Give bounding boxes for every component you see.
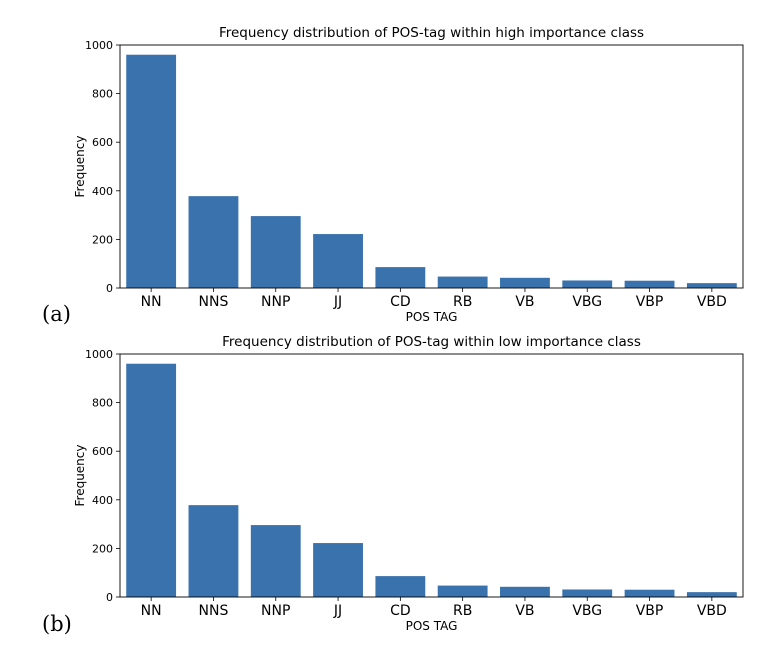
x-tick-label-vb: VB xyxy=(515,603,534,619)
x-axis-label: POS TAG xyxy=(406,310,458,324)
y-tick-label: 0 xyxy=(106,591,113,604)
x-tick-label-jj: JJ xyxy=(333,603,342,619)
bar-vbp xyxy=(624,280,675,288)
bar-nn xyxy=(126,363,177,597)
x-tick-label-rb: RB xyxy=(453,603,472,619)
x-tick-label-cd: CD xyxy=(390,603,411,619)
bar-jj xyxy=(313,543,363,597)
bar-vb xyxy=(500,586,550,597)
y-tick-label: 200 xyxy=(92,542,113,555)
x-tick-label-vbg: VBG xyxy=(572,294,602,310)
y-tick-label: 400 xyxy=(92,494,113,507)
x-tick-label-nnp: NNP xyxy=(261,603,290,619)
bar-rb xyxy=(437,585,488,597)
x-tick-label-nns: NNS xyxy=(199,294,229,310)
y-tick-label: 400 xyxy=(92,185,113,198)
bar-vb xyxy=(500,277,550,288)
x-tick-label-nns: NNS xyxy=(199,603,229,619)
chart-title: Frequency distribution of POS-tag within… xyxy=(222,334,641,350)
bar-vbg xyxy=(562,280,613,288)
x-tick-label-nnp: NNP xyxy=(261,294,290,310)
x-tick-label-vb: VB xyxy=(515,294,534,310)
bar-vbd xyxy=(686,283,737,288)
x-tick-label-nn: NN xyxy=(141,603,162,619)
x-tick-label-vbd: VBD xyxy=(697,603,727,619)
bar-nns xyxy=(188,505,239,597)
x-tick-label-vbp: VBP xyxy=(636,294,664,310)
x-tick-label-vbp: VBP xyxy=(636,603,664,619)
x-tick-label-rb: RB xyxy=(453,294,472,310)
y-tick-label: 1000 xyxy=(85,39,113,52)
y-tick-label: 600 xyxy=(92,136,113,149)
x-tick-label-vbd: VBD xyxy=(697,294,727,310)
x-tick-label-cd: CD xyxy=(390,294,411,310)
x-axis-label: POS TAG xyxy=(406,619,458,633)
bar-nn xyxy=(126,54,177,288)
y-tick-label: 800 xyxy=(92,397,113,410)
bar-rb xyxy=(437,276,488,288)
panel-label-b: (b) xyxy=(42,612,72,636)
bar-nnp xyxy=(250,216,301,288)
y-tick-label: 0 xyxy=(106,282,113,295)
y-tick-label: 200 xyxy=(92,233,113,246)
bar-nnp xyxy=(250,525,301,597)
x-tick-label-jj: JJ xyxy=(333,294,342,310)
bar-vbp xyxy=(624,589,675,597)
chart-title: Frequency distribution of POS-tag within… xyxy=(219,25,644,41)
x-tick-label-vbg: VBG xyxy=(572,603,602,619)
bar-cd xyxy=(375,576,426,597)
chart-b: Frequency distribution of POS-tag within… xyxy=(73,334,744,633)
bar-vbg xyxy=(562,589,613,597)
panel-label-a: (a) xyxy=(42,302,71,326)
bar-nns xyxy=(188,196,239,288)
y-axis-label: Frequency xyxy=(73,445,87,507)
y-axis-label: Frequency xyxy=(73,136,87,198)
y-tick-label: 800 xyxy=(92,88,113,101)
y-tick-label: 600 xyxy=(92,445,113,458)
y-tick-label: 1000 xyxy=(85,348,113,361)
plot-frame xyxy=(119,353,744,598)
bar-vbd xyxy=(686,592,737,597)
bar-cd xyxy=(375,267,426,288)
plot-frame xyxy=(119,44,744,289)
chart-a: Frequency distribution of POS-tag within… xyxy=(73,25,744,324)
x-tick-label-nn: NN xyxy=(141,294,162,310)
bar-jj xyxy=(313,234,363,288)
